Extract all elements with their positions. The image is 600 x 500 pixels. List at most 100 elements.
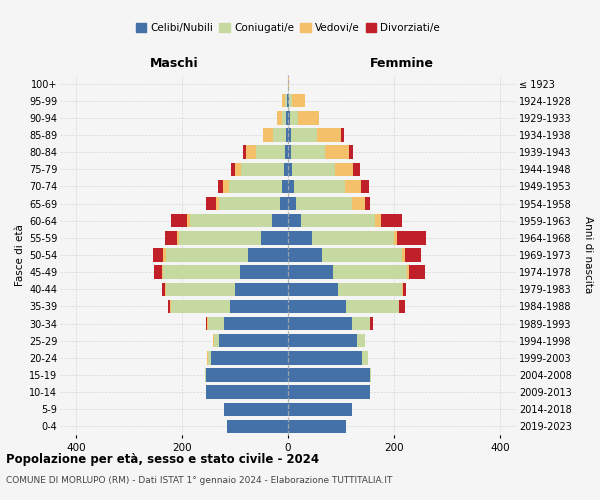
Bar [214, 334, 219, 347]
Text: COMUNE DI MORLUPO (RM) - Dati ISTAT 1° gennaio 2024 - Elaborazione TUTTITALIA.IT: COMUNE DI MORLUPO (RM) - Dati ISTAT 1° g… [6, 476, 392, 485]
Bar [301, 214, 376, 228]
Bar [277, 111, 282, 124]
Legend: Celibi/Nubili, Coniugati/e, Vedovi/e, Divorziati/e: Celibi/Nubili, Coniugati/e, Vedovi/e, Di… [131, 19, 445, 38]
Bar [263, 128, 272, 141]
Bar [208, 351, 211, 364]
Bar [213, 334, 214, 347]
Bar [163, 266, 240, 279]
Bar [312, 231, 394, 244]
Bar [206, 197, 217, 210]
Bar [288, 386, 370, 399]
Bar [298, 111, 319, 124]
Bar [288, 231, 312, 244]
Bar [224, 317, 288, 330]
Bar [223, 180, 229, 193]
Bar [224, 402, 288, 416]
Bar [407, 266, 409, 279]
Bar [286, 111, 288, 124]
Bar [206, 317, 208, 330]
Bar [166, 282, 235, 296]
Bar [167, 300, 170, 313]
Bar [400, 300, 404, 313]
Bar [235, 282, 288, 296]
Bar [166, 248, 248, 262]
Bar [288, 300, 346, 313]
Bar [335, 162, 353, 176]
Bar [227, 420, 288, 433]
Bar [370, 368, 371, 382]
Bar [241, 162, 284, 176]
Bar [281, 180, 288, 193]
Bar [153, 248, 163, 262]
Bar [409, 266, 425, 279]
Bar [403, 282, 406, 296]
Bar [219, 334, 288, 347]
Bar [288, 128, 290, 141]
Bar [217, 197, 219, 210]
Bar [288, 266, 333, 279]
Bar [285, 94, 287, 108]
Bar [292, 94, 305, 108]
Bar [292, 162, 335, 176]
Bar [362, 351, 368, 364]
Bar [404, 248, 421, 262]
Text: Femmine: Femmine [370, 57, 434, 70]
Bar [288, 94, 289, 108]
Bar [245, 146, 256, 159]
Bar [397, 231, 426, 244]
Bar [288, 317, 352, 330]
Y-axis label: Fasce di età: Fasce di età [14, 224, 25, 286]
Bar [288, 111, 290, 124]
Bar [272, 214, 288, 228]
Bar [402, 282, 403, 296]
Bar [282, 94, 285, 108]
Bar [206, 368, 288, 382]
Bar [288, 180, 295, 193]
Bar [170, 300, 172, 313]
Bar [206, 386, 288, 399]
Bar [346, 300, 400, 313]
Bar [317, 128, 341, 141]
Bar [280, 197, 288, 210]
Bar [286, 146, 288, 159]
Bar [211, 351, 288, 364]
Bar [288, 214, 301, 228]
Bar [288, 420, 346, 433]
Bar [219, 197, 280, 210]
Bar [256, 146, 286, 159]
Bar [353, 162, 359, 176]
Bar [235, 162, 241, 176]
Bar [287, 94, 288, 108]
Bar [229, 180, 281, 193]
Bar [179, 231, 262, 244]
Bar [231, 162, 235, 176]
Bar [376, 214, 381, 228]
Bar [176, 231, 179, 244]
Bar [381, 214, 402, 228]
Bar [290, 146, 325, 159]
Bar [230, 300, 288, 313]
Bar [288, 351, 362, 364]
Bar [163, 248, 166, 262]
Bar [322, 248, 402, 262]
Bar [295, 180, 345, 193]
Bar [262, 231, 288, 244]
Bar [286, 128, 288, 141]
Bar [288, 77, 289, 90]
Text: Maschi: Maschi [149, 57, 199, 70]
Bar [208, 317, 224, 330]
Bar [357, 334, 365, 347]
Bar [288, 248, 322, 262]
Bar [162, 266, 163, 279]
Bar [289, 94, 292, 108]
Bar [248, 248, 288, 262]
Bar [365, 197, 370, 210]
Bar [325, 146, 349, 159]
Text: Popolazione per età, sesso e stato civile - 2024: Popolazione per età, sesso e stato civil… [6, 452, 319, 466]
Bar [190, 214, 272, 228]
Bar [333, 266, 407, 279]
Bar [165, 282, 166, 296]
Bar [172, 300, 230, 313]
Bar [243, 146, 245, 159]
Bar [272, 128, 286, 141]
